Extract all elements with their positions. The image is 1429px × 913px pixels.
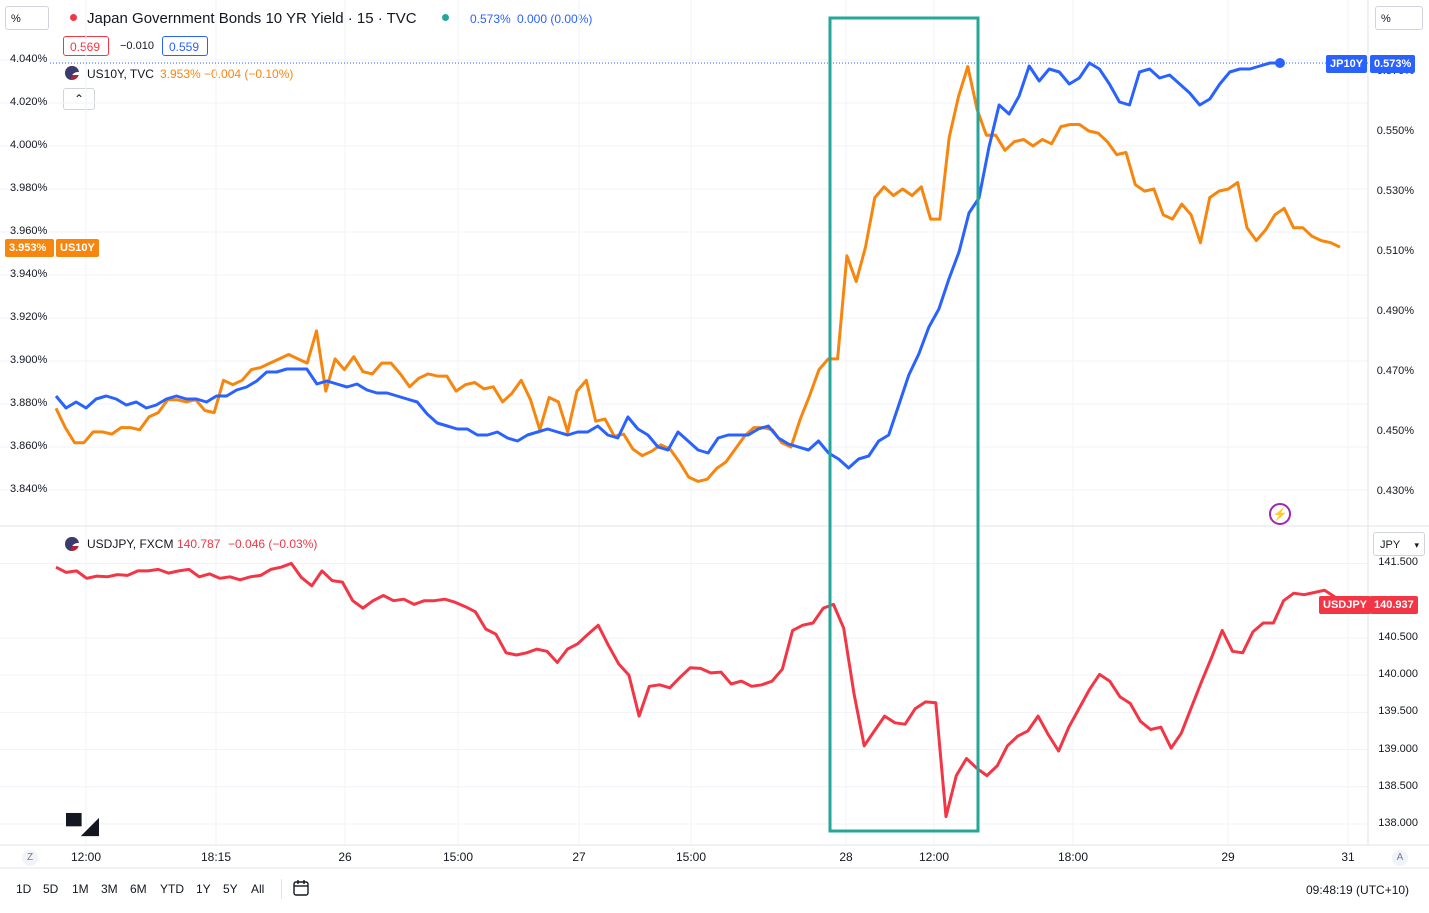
timeframe-button-5d[interactable]: 5D: [43, 882, 59, 896]
jpy-unit-select[interactable]: JPY ▾: [1373, 532, 1425, 556]
zoom-z-button[interactable]: Z: [22, 850, 38, 866]
usdjpy-legend-name[interactable]: USDJPY, FXCM: [87, 537, 174, 551]
left-axis-tick-label: 3.980%: [10, 182, 48, 194]
jp10y-name-tag: JP10Y: [1326, 55, 1368, 73]
left-unit-button[interactable]: %: [5, 6, 49, 30]
left-axis-tick-label: 4.040%: [10, 53, 48, 65]
right-axis-tick-label: 0.430%: [1376, 485, 1414, 497]
time-axis-tick-label: 18:00: [1057, 850, 1089, 864]
usdjpy-axis-tick-label: 139.000: [1378, 742, 1418, 755]
time-axis-tick-label: 29: [1221, 850, 1235, 864]
title-dot-icon: [70, 14, 77, 21]
time-axis-tick-label: 18:15: [200, 850, 232, 864]
us10y-name-tag: US10Y: [56, 239, 99, 257]
chart-title[interactable]: Japan Government Bonds 10 YR Yield · 15 …: [87, 10, 417, 27]
toolbar-divider: [281, 879, 282, 899]
usdjpy-axis-tick-label: 139.500: [1378, 705, 1418, 718]
left-axis-tick-label: 3.880%: [10, 397, 48, 409]
jp10y-last-dot: [1275, 58, 1285, 68]
us10y-legend-change: −0.004 (−0.10%): [204, 67, 294, 81]
time-axis-tick-label: 31: [1341, 850, 1355, 864]
chevron-down-icon: ▾: [1414, 540, 1419, 550]
right-axis-tick-label: 0.470%: [1376, 365, 1414, 377]
time-axis-tick-label: 12:00: [70, 850, 102, 864]
us10y-value-tag: 3.953%: [5, 239, 54, 257]
market-status-icon: [442, 14, 449, 21]
timeframe-button-3m[interactable]: 3M: [101, 882, 118, 896]
tradingview-logo-icon: ▀ ◢: [66, 813, 99, 838]
usdjpy-value-tag: 140.937: [1370, 596, 1418, 614]
usdjpy-legend-value: 140.787: [177, 537, 221, 551]
jp10y-value-tag: 0.573%: [1370, 55, 1416, 73]
us-jp-flag-icon: [65, 537, 79, 551]
usdjpy-axis-tick-label: 140.500: [1378, 630, 1418, 643]
left-axis-tick-label: 3.940%: [10, 268, 48, 280]
right-axis-tick-label: 0.510%: [1376, 245, 1414, 257]
usdjpy-legend-change: −0.046 (−0.03%): [228, 537, 318, 551]
jpy-unit-label: JPY: [1380, 539, 1401, 551]
time-axis-tick-label: 28: [839, 850, 853, 864]
jp10y-line: [54, 61, 1280, 470]
time-axis-tick-label: 15:00: [442, 850, 474, 864]
usdjpy-axis-tick-label: 138.000: [1378, 817, 1418, 829]
spread-value: −0.010: [120, 40, 154, 52]
us10y-line: [54, 65, 1341, 483]
timeframe-button-ytd[interactable]: YTD: [160, 882, 184, 896]
right-axis-tick-label: 0.550%: [1376, 125, 1414, 137]
usdjpy-axis-tick-label: 140.000: [1378, 668, 1418, 681]
right-axis-tick-label: 0.490%: [1376, 305, 1414, 317]
chevron-up-icon: ⌃: [73, 92, 85, 106]
ask-box[interactable]: 0.559: [162, 36, 208, 56]
clock-readout[interactable]: 09:48:19 (UTC+10): [1306, 883, 1410, 897]
left-axis-tick-label: 3.860%: [10, 440, 48, 452]
usdjpy-name-tag: USDJPY: [1319, 596, 1372, 614]
timeframe-button-6m[interactable]: 6M: [130, 882, 147, 896]
left-axis-tick-label: 3.920%: [10, 311, 48, 323]
usdjpy-axis-tick-label: 141.500: [1378, 556, 1418, 569]
timeframe-button-1d[interactable]: 1D: [16, 882, 32, 896]
left-axis-tick-label: 4.000%: [10, 139, 48, 151]
highlight-rectangle: [828, 16, 980, 833]
us-flag-icon: [65, 66, 79, 80]
time-axis-tick-label: 26: [338, 850, 352, 864]
right-axis-tick-label: 0.530%: [1376, 185, 1414, 197]
last-price: 0.573%: [470, 12, 511, 26]
date-range-icon[interactable]: [292, 879, 310, 897]
last-change: 0.000 (0.00%): [517, 12, 593, 26]
auto-scale-button[interactable]: A: [1392, 850, 1408, 866]
us10y-legend-value: 3.953%: [160, 67, 201, 81]
timeframe-button-1y[interactable]: 1Y: [196, 882, 211, 896]
timeframe-button-all[interactable]: All: [251, 882, 265, 896]
collapse-legend-button[interactable]: ⌃: [63, 88, 95, 110]
time-axis-tick-label: 12:00: [918, 850, 950, 864]
left-axis-tick-label: 3.840%: [10, 483, 48, 495]
left-axis-tick-label: 3.900%: [10, 354, 48, 366]
timeframe-button-5y[interactable]: 5Y: [223, 882, 238, 896]
timeframe-button-1m[interactable]: 1M: [72, 882, 89, 896]
time-axis-tick-label: 15:00: [675, 850, 707, 864]
usdjpy-axis-tick-label: 138.500: [1378, 779, 1418, 792]
right-unit-button[interactable]: %: [1375, 6, 1423, 30]
usdjpy-line: [55, 561, 1346, 819]
us10y-legend-name[interactable]: US10Y, TVC: [87, 67, 154, 81]
lightning-icon[interactable]: ⚡: [1269, 503, 1291, 525]
right-axis-tick-label: 0.450%: [1376, 425, 1414, 437]
left-axis-tick-label: 3.960%: [10, 225, 48, 237]
time-axis-tick-label: 27: [572, 850, 586, 864]
left-axis-tick-label: 4.020%: [10, 96, 48, 108]
